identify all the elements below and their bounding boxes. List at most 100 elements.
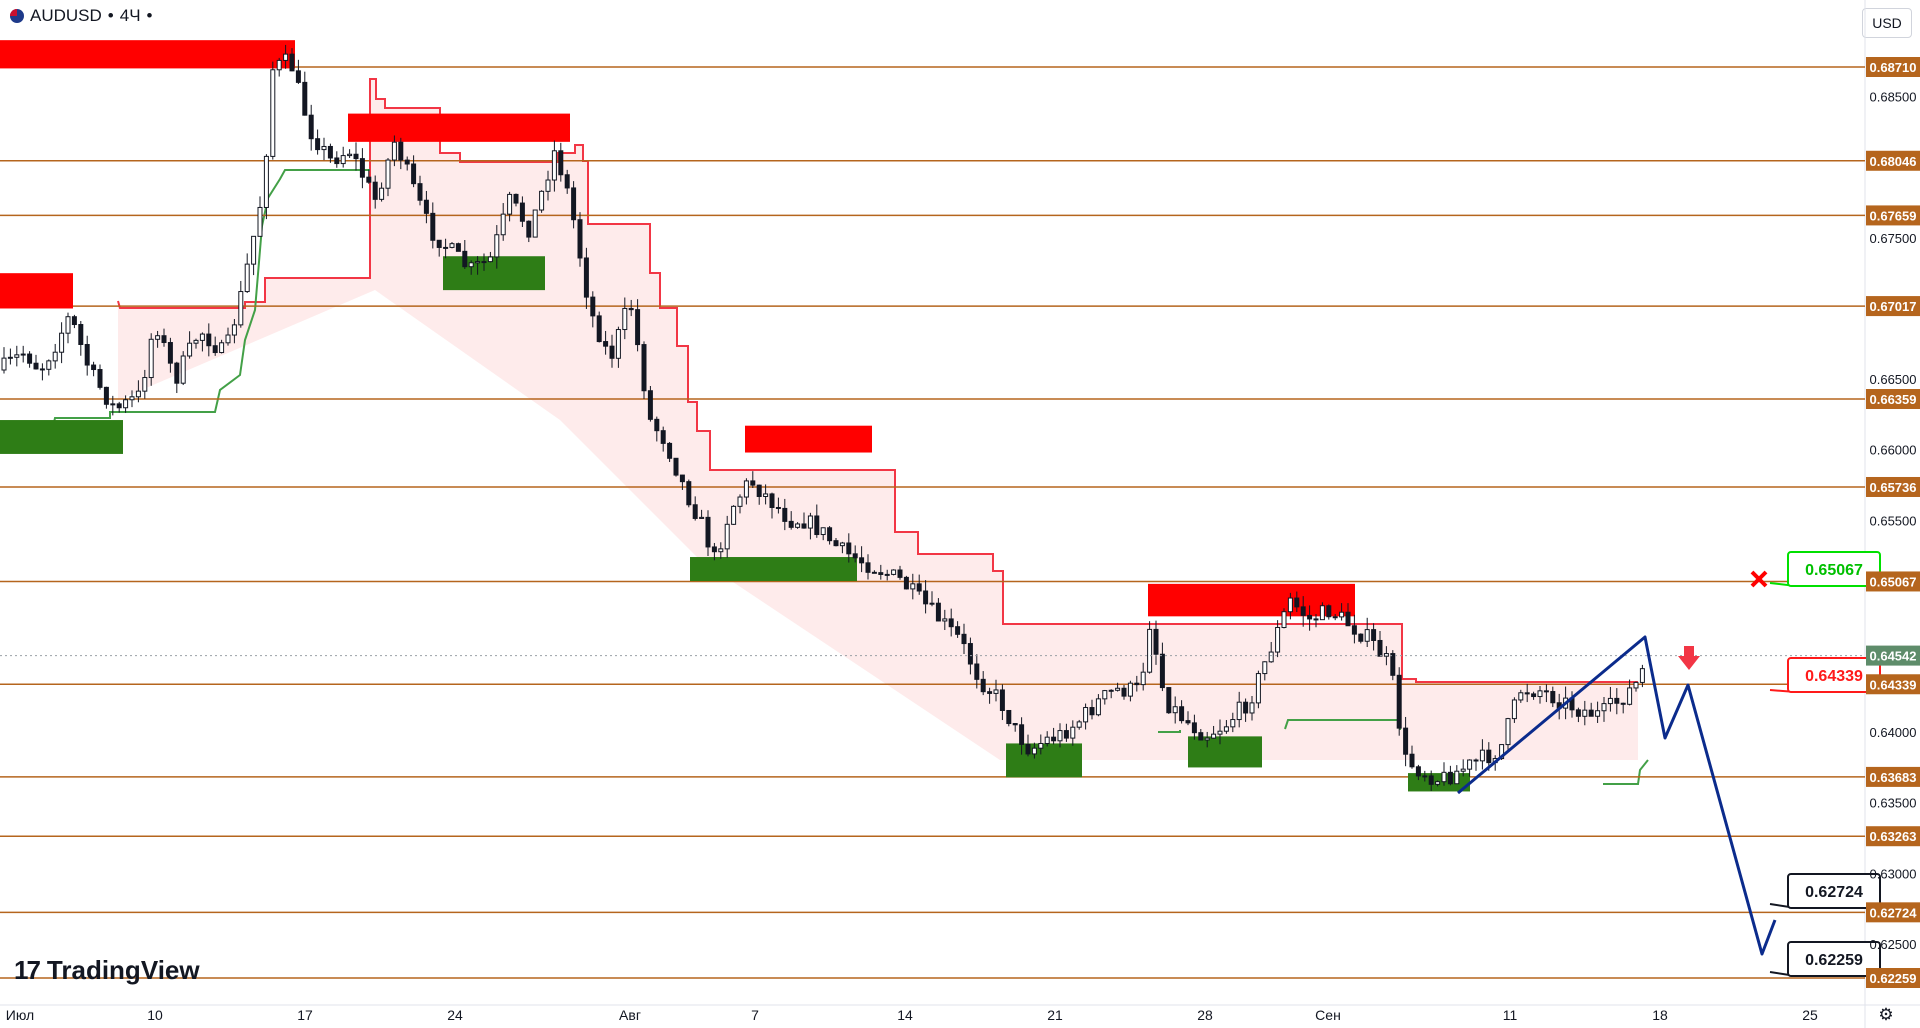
candle-bull — [1211, 733, 1217, 739]
candle-bull — [1255, 673, 1261, 704]
y-tick-label: 0.63500 — [1870, 796, 1917, 811]
price-callout[interactable]: 0.62259 — [1769, 941, 1881, 977]
x-tick-label: Авг — [619, 1007, 641, 1023]
candle-bull — [724, 523, 730, 550]
price-callout[interactable]: 0.62724 — [1769, 873, 1881, 909]
price-callout[interactable]: 0.64339 — [1769, 657, 1881, 693]
currency-selector[interactable]: USD — [1862, 8, 1912, 38]
candle-bull — [263, 155, 269, 208]
supply-zone — [0, 40, 295, 69]
candle-bear — [455, 243, 461, 252]
candle-bear — [827, 527, 833, 542]
x-tick-label: 11 — [1503, 1007, 1518, 1023]
candle-bull — [135, 390, 141, 398]
candle-bull — [1633, 681, 1639, 689]
x-tick-label: 18 — [1652, 1007, 1668, 1023]
candle-bull — [1223, 726, 1229, 732]
candle-bull — [1217, 730, 1223, 735]
candle-bull — [148, 338, 154, 379]
candle-bear — [1614, 697, 1620, 704]
candle-bear — [436, 239, 442, 248]
callout-label: 0.62724 — [1805, 884, 1863, 901]
separator-dot: • — [107, 6, 114, 25]
candle-bull — [539, 190, 545, 211]
candle-bear — [359, 158, 365, 178]
y-tick-label: 0.66000 — [1870, 443, 1917, 458]
candle-bear — [1422, 775, 1428, 778]
candle-bull — [379, 187, 385, 200]
x-tick-label: 21 — [1047, 1007, 1063, 1023]
level-price-label: 0.62724 — [1870, 905, 1918, 920]
y-tick-label: 0.62500 — [1870, 937, 1917, 952]
level-price-tag — [1866, 476, 1920, 497]
candle-bear — [353, 153, 359, 160]
candle-bear — [1409, 753, 1415, 768]
candle-bear — [1089, 707, 1095, 716]
candle-bull — [731, 505, 737, 525]
candle-bull — [1140, 671, 1146, 686]
candle-bull — [321, 145, 327, 151]
demand-zone — [443, 256, 545, 291]
symbol-title[interactable]: AUDUSD • 4Ч • — [10, 6, 153, 26]
settings-icon[interactable]: ⚙ — [1878, 1005, 1894, 1024]
demand-zone — [1006, 743, 1082, 778]
candle-bear — [609, 345, 615, 359]
candle-bull — [1076, 721, 1082, 728]
level-price-tag — [1866, 766, 1920, 787]
tradingview-logo[interactable]: 17 TradingView — [14, 955, 200, 986]
level-price-tag — [1866, 205, 1920, 226]
x-tick-label: 14 — [897, 1007, 913, 1023]
supply-zone — [0, 273, 73, 309]
candle-bear — [660, 430, 666, 444]
y-tick-label: 0.68500 — [1870, 90, 1917, 105]
candle-bull — [1505, 718, 1511, 746]
candle-bear — [161, 335, 167, 344]
candle-bull — [1582, 709, 1588, 717]
candle-bear — [948, 618, 954, 628]
candle-bear — [1025, 743, 1031, 755]
level-price-label: 0.67659 — [1870, 208, 1917, 223]
level-price-tag — [1866, 296, 1920, 317]
candle-bear — [852, 553, 858, 559]
aud-flag-icon — [10, 9, 24, 23]
candle-bear — [1300, 606, 1306, 616]
level-price-tag — [1866, 571, 1920, 592]
candle-bull — [1454, 770, 1460, 785]
interval: 4Ч — [119, 6, 141, 25]
candle-bull — [1108, 689, 1114, 692]
candle-bull — [622, 307, 628, 331]
separator-dot: • — [146, 6, 153, 25]
candle-bull — [532, 209, 538, 238]
candle-bull — [180, 355, 186, 384]
candle-bull — [494, 234, 500, 258]
candle-bull — [1383, 653, 1389, 657]
candle-bear — [167, 342, 173, 364]
price-callout[interactable]: 0.65067 — [1769, 551, 1881, 587]
candle-bull — [283, 53, 289, 61]
candle-bull — [155, 335, 161, 340]
candle-bear — [372, 181, 378, 200]
candle-bull — [1607, 697, 1613, 705]
candle-bear — [1390, 653, 1396, 676]
candle-bear — [564, 174, 570, 189]
candle-bull — [187, 342, 193, 357]
level-price-label: 0.62259 — [1870, 971, 1917, 986]
candle-bear — [1294, 597, 1300, 608]
bullish-trailing-stop — [49, 169, 370, 441]
candle-bear — [97, 369, 103, 388]
candle-bear — [961, 633, 967, 645]
candle-bull — [65, 316, 71, 334]
candle-bear — [1134, 682, 1140, 686]
candle-bull — [1319, 605, 1325, 621]
candle-bear — [1403, 727, 1409, 755]
candle-bear — [859, 557, 865, 564]
candle-bull — [763, 493, 769, 497]
candle-bull — [443, 246, 449, 249]
candle-bear — [78, 324, 84, 345]
y-tick-label: 0.64000 — [1870, 725, 1917, 740]
candle-bull — [910, 583, 916, 590]
candle-bear — [417, 183, 423, 201]
candle-bull — [347, 153, 353, 157]
candle-bull — [1281, 611, 1287, 629]
